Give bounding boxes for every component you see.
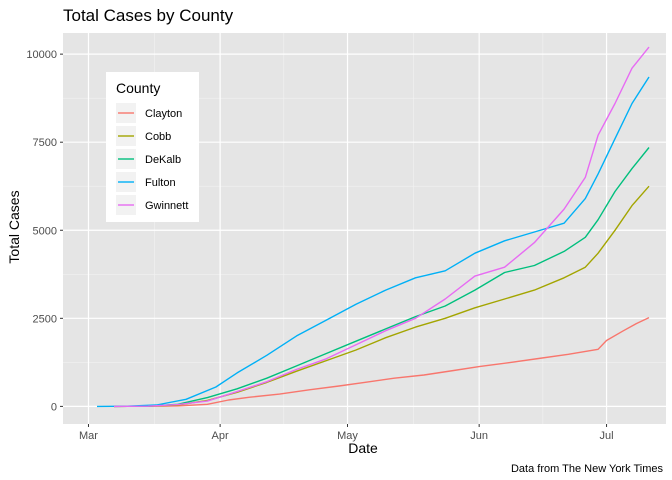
y-tick-label: 5000 [33,225,57,237]
series-line-dekalb [113,147,650,408]
legend-label-clayton: Clayton [145,108,182,120]
y-tick-label: 10000 [26,49,57,61]
legend-title: County [116,80,160,96]
x-tick-label: Mar [79,430,98,442]
x-tick-label: May [337,430,358,442]
series-line-gwinnett [113,46,650,408]
y-tick-label: 2500 [33,313,57,325]
series-lines [96,46,650,408]
y-axis-title: Total Cases [6,190,22,263]
legend: County Clayton Cobb DeKalb Fulton Gwinnett [106,72,199,222]
x-tick-label: Apr [212,430,229,442]
axes: 0 2500 5000 7500 10000 Mar Apr May Jun Jul [26,49,613,442]
y-tick-label: 7500 [33,137,57,149]
legend-label-gwinnett: Gwinnett [145,200,188,212]
series-line-clayton [113,316,650,408]
x-axis-title: Date [348,440,378,456]
legend-label-cobb: Cobb [145,131,171,143]
caption: Data from The New York Times [511,463,664,475]
x-tick-label: Jun [470,430,488,442]
chart-title: Total Cases by County [63,6,234,25]
x-tick-label: Jul [600,430,614,442]
y-tick-label: 0 [51,401,57,413]
series-line-fulton [96,76,650,408]
legend-label-dekalb: DeKalb [145,154,181,166]
legend-label-fulton: Fulton [145,177,176,189]
